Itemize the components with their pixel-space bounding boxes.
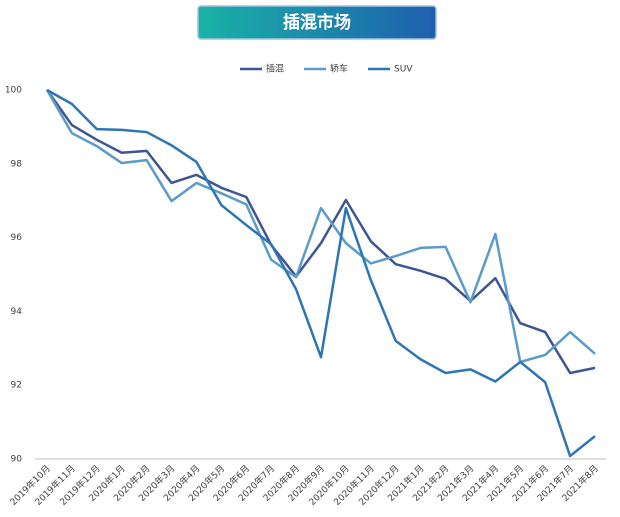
chart-title: 插混市场	[283, 12, 351, 33]
series-line	[46, 88, 596, 458]
series-line	[45, 89, 596, 364]
legend-label: 轿车	[330, 63, 348, 75]
y-tick-label: 90	[11, 455, 23, 465]
legend-label: 插混	[266, 63, 284, 75]
y-tick-label: 96	[11, 233, 23, 243]
y-tick-label: 98	[11, 159, 23, 169]
series-line	[45, 89, 596, 375]
y-tick-label: 94	[11, 307, 23, 317]
legend-label: SUV	[394, 65, 413, 75]
y-tick-label: 92	[11, 381, 22, 391]
y-tick-label: 100	[5, 86, 22, 96]
title-banner	[197, 5, 437, 40]
